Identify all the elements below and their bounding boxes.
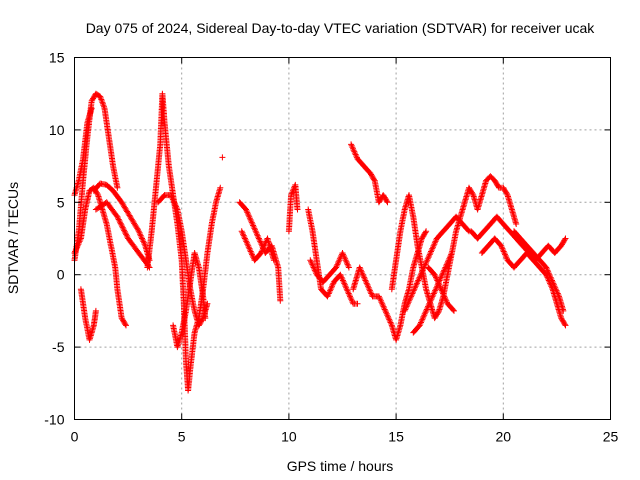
x-tick-label: 0 bbox=[71, 429, 79, 445]
y-tick-labels: -10 -5 0 5 10 15 bbox=[44, 50, 64, 428]
data-point-trace bbox=[170, 250, 209, 351]
x-axis-label: GPS time / hours bbox=[287, 458, 394, 474]
series-sdtvar bbox=[71, 90, 569, 394]
y-tick-label: 15 bbox=[49, 50, 65, 66]
x-tick-label: 15 bbox=[388, 429, 404, 445]
data-point-trace bbox=[425, 264, 457, 314]
y-tick-label: -5 bbox=[52, 339, 65, 355]
data-point-trace bbox=[219, 154, 226, 161]
data-point-trace bbox=[285, 181, 301, 235]
chart-title: Day 075 of 2024, Sidereal Day-to-day VTE… bbox=[86, 20, 596, 36]
plot-frame bbox=[74, 57, 611, 420]
x-tick-label: 5 bbox=[178, 429, 186, 445]
x-tick-label: 10 bbox=[281, 429, 297, 445]
y-axis-label: SDTVAR / TECUs bbox=[5, 182, 21, 294]
grid-lines bbox=[74, 57, 611, 420]
y-tick-label: 5 bbox=[57, 194, 65, 210]
y-tick-label: 10 bbox=[49, 122, 65, 138]
data-point-trace bbox=[478, 235, 569, 329]
data-point-trace bbox=[401, 213, 472, 314]
data-point-trace bbox=[77, 286, 99, 343]
x-tick-label: 25 bbox=[603, 429, 619, 445]
data-point-trace bbox=[144, 90, 224, 394]
data-point-trace bbox=[511, 228, 567, 314]
data-point-trace bbox=[92, 199, 153, 271]
data-points bbox=[71, 90, 569, 394]
data-point-trace bbox=[305, 206, 361, 307]
y-tick-label: 0 bbox=[57, 267, 65, 283]
data-point-trace bbox=[348, 141, 391, 206]
x-tick-labels: 0 5 10 15 20 25 bbox=[71, 429, 619, 445]
data-point-trace bbox=[307, 250, 352, 285]
y-tick-label: -10 bbox=[44, 412, 64, 428]
axis-ticks bbox=[74, 57, 611, 420]
data-point-trace bbox=[238, 228, 277, 264]
x-tick-label: 20 bbox=[496, 429, 512, 445]
